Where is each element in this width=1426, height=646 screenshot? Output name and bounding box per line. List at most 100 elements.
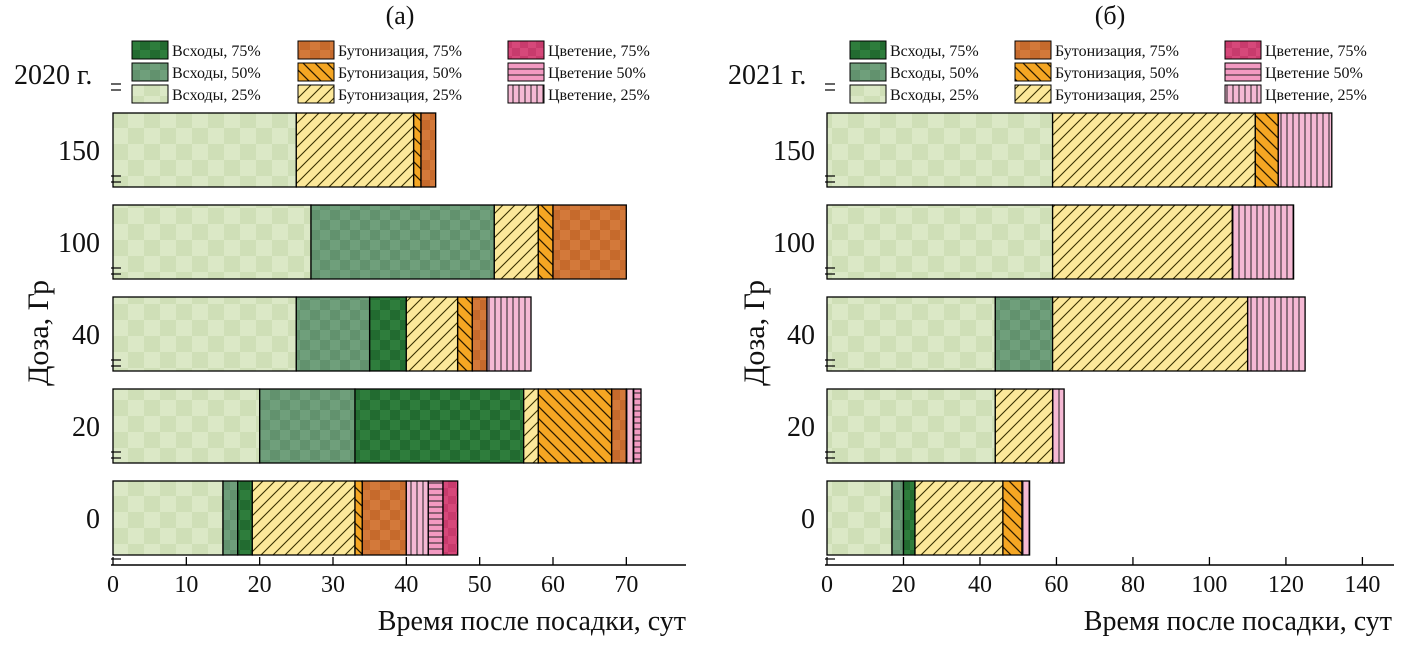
bar-segment-b75-dose-100 xyxy=(552,204,627,280)
bar-dose-0 xyxy=(826,480,1031,556)
y-tick-label: 100 xyxy=(773,228,815,259)
legend-label-e25: Всходы, 25% xyxy=(172,87,261,104)
x-tick-label: 70 xyxy=(614,572,638,598)
bar-segment-b25-dose-100 xyxy=(493,204,539,280)
legend-item-f50: Цветение 50% xyxy=(507,62,646,82)
x-tick-label: 100 xyxy=(1191,572,1227,598)
bar-segment-e75-dose-40 xyxy=(369,296,408,372)
legend-label-e75: Всходы, 75% xyxy=(890,43,979,60)
bar-segment-b75-dose-0 xyxy=(361,480,407,556)
legend-item-f25: Цветение, 25% xyxy=(507,84,650,104)
bar-dose-40 xyxy=(112,296,532,372)
legend-label-f25: Цветение, 25% xyxy=(1265,87,1367,104)
legend-item-b50: Бутонизация, 50% xyxy=(297,62,462,82)
bar-segment-f25-dose-150 xyxy=(1277,112,1333,188)
bar-segment-b25-dose-150 xyxy=(1051,112,1256,188)
bar-segment-f25-dose-100 xyxy=(1231,204,1295,280)
legend-swatch-e50 xyxy=(131,62,169,82)
legend-label-e75: Всходы, 75% xyxy=(172,43,261,60)
bar-segment-b25-dose-0 xyxy=(251,480,356,556)
bar-segment-e75-dose-0 xyxy=(902,480,916,556)
bar-segment-e25-dose-40 xyxy=(826,296,996,372)
bar-segment-b25-dose-40 xyxy=(405,296,459,372)
bar-segment-f25-dose-0 xyxy=(1021,480,1031,556)
bar-segment-e50-dose-0 xyxy=(891,480,905,556)
legend-swatch-b75 xyxy=(1014,40,1052,60)
panel-b-x-axis-label: Время после посадки, сут xyxy=(1084,606,1392,637)
bar-segment-e25-dose-0 xyxy=(826,480,893,556)
legend-swatch-e25 xyxy=(849,84,887,104)
legend-swatch-b25 xyxy=(297,84,335,104)
legend-label-f50: Цветение 50% xyxy=(1265,65,1363,82)
bar-segment-e50-dose-40 xyxy=(295,296,371,372)
x-tick-label: 50 xyxy=(468,572,492,598)
bar-segment-b50-dose-0 xyxy=(1002,480,1023,556)
legend-label-b75: Бутонизация, 75% xyxy=(338,43,462,60)
bar-segment-e25-dose-0 xyxy=(112,480,224,556)
legend-item-e75: Всходы, 75% xyxy=(131,40,261,60)
y-tick-label: 40 xyxy=(72,320,100,351)
bar-segment-b50-dose-0 xyxy=(354,480,363,556)
legend-item-e25: Всходы, 25% xyxy=(849,84,979,104)
legend-swatch-b50 xyxy=(1014,62,1052,82)
legend-label-e25: Всходы, 25% xyxy=(890,87,979,104)
legend-swatch-b50 xyxy=(297,62,335,82)
legend-item-e50: Всходы, 50% xyxy=(849,62,979,82)
bar-segment-b50-dose-150 xyxy=(1254,112,1279,188)
legend-item-f75: Цветение, 75% xyxy=(1224,40,1367,60)
y-tick-label: 20 xyxy=(787,412,815,443)
x-ticks-a: 0 10 20 30 40 50 60 70 xyxy=(107,557,638,598)
legend-label-f75: Цветение, 75% xyxy=(1265,43,1367,60)
y-ticks-a: 0 20 40 100 150 xyxy=(58,83,121,560)
legend-swatch-f25 xyxy=(507,84,545,104)
legend-item-f50: Цветение 50% xyxy=(1224,62,1363,82)
legend-swatch-e50 xyxy=(849,62,887,82)
bar-segment-b25-dose-0 xyxy=(914,480,1004,556)
bar-segment-e25-dose-40 xyxy=(112,296,297,372)
legend-swatch-f75 xyxy=(1224,40,1262,60)
y-tick-label: 150 xyxy=(58,136,100,167)
bar-dose-40 xyxy=(826,296,1306,372)
bar-segment-e25-dose-100 xyxy=(112,204,312,280)
bar-segment-b75-dose-40 xyxy=(471,296,488,372)
x-tick-label: 40 xyxy=(968,572,992,598)
bar-segment-e75-dose-20 xyxy=(354,388,525,464)
legend-label-b75: Бутонизация, 75% xyxy=(1055,43,1179,60)
bar-segment-b75-dose-20 xyxy=(611,388,628,464)
bar-segment-b50-dose-100 xyxy=(537,204,554,280)
legend-swatch-f25 xyxy=(1224,84,1262,104)
y-tick-label: 0 xyxy=(86,504,100,535)
x-tick-label: 80 xyxy=(1121,572,1145,598)
legend-item-b25: Бутонизация, 25% xyxy=(297,84,462,104)
bar-segment-b25-dose-40 xyxy=(1051,296,1249,372)
bar-segment-f25-dose-0 xyxy=(405,480,429,556)
x-tick-label: 40 xyxy=(394,572,418,598)
bar-segment-e25-dose-150 xyxy=(826,112,1054,188)
x-tick-label: 60 xyxy=(1044,572,1068,598)
legend-label-b50: Бутонизация, 50% xyxy=(1055,65,1179,82)
bar-segment-e25-dose-20 xyxy=(112,388,261,464)
bar-segment-f25-dose-20 xyxy=(1051,388,1065,464)
bar-segment-f25-dose-40 xyxy=(1247,296,1306,372)
legend-label-b50: Бутонизация, 50% xyxy=(338,65,462,82)
legend-label-f50: Цветение 50% xyxy=(548,65,646,82)
panel-a-year-label: 2020 г. xyxy=(14,60,92,91)
legend-label-b25: Бутонизация, 25% xyxy=(1055,87,1179,104)
y-tick-label: 20 xyxy=(72,412,100,443)
bar-segment-b25-dose-20 xyxy=(523,388,540,464)
x-tick-label: 20 xyxy=(891,572,915,598)
y-tick-label: 40 xyxy=(787,320,815,351)
bar-dose-20 xyxy=(826,388,1065,464)
legend-item-f75: Цветение, 75% xyxy=(507,40,650,60)
legend-b: Всходы, 75% Бутонизация, 75% Цветение, 75%… xyxy=(849,40,1367,104)
legend-item-b75: Бутонизация, 75% xyxy=(1014,40,1179,60)
legend-swatch-e25 xyxy=(131,84,169,104)
legend-swatch-b75 xyxy=(297,40,335,60)
y-tick-label: 150 xyxy=(773,136,815,167)
legend-swatch-f50 xyxy=(1224,62,1262,82)
legend-swatch-e75 xyxy=(849,40,887,60)
legend-item-e25: Всходы, 25% xyxy=(131,84,261,104)
bar-segment-b50-dose-150 xyxy=(413,112,422,188)
bar-dose-150 xyxy=(826,112,1333,188)
